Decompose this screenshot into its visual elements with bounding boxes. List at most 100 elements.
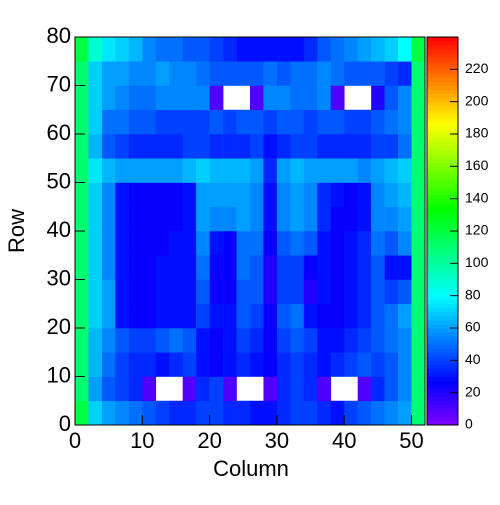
cell: [115, 328, 130, 353]
cell: [303, 158, 318, 183]
cell: [75, 158, 89, 183]
cell: [303, 109, 318, 135]
colorbar-step: [427, 57, 458, 62]
colorbar-step: [427, 384, 458, 390]
cell: [75, 279, 89, 305]
z-tick-label: 200: [465, 92, 489, 108]
cell: [384, 85, 399, 111]
cell: [155, 158, 170, 183]
cell: [276, 376, 291, 402]
cell: [182, 231, 197, 256]
cell: [290, 158, 305, 183]
cell: [276, 255, 291, 280]
colorbar-step: [427, 138, 458, 143]
cell: [101, 158, 116, 183]
colorbar-step: [427, 311, 458, 317]
colorbar-step: [427, 287, 458, 293]
colorbar-step: [427, 150, 458, 155]
cell: [303, 85, 318, 111]
colorbar-step: [427, 344, 458, 349]
cell: [182, 376, 197, 402]
cell: [303, 61, 318, 86]
z-tick-label: 20: [465, 383, 481, 399]
cell: [371, 61, 385, 86]
cell: [182, 206, 197, 232]
cell: [344, 134, 358, 159]
cell: [250, 400, 264, 426]
cell: [290, 255, 305, 280]
cell: [169, 85, 183, 111]
x-axis-label: Column: [213, 456, 289, 481]
cell: [411, 255, 426, 280]
cell: [290, 134, 305, 159]
cell: [115, 37, 130, 62]
cell: [317, 109, 332, 135]
cell: [75, 255, 89, 280]
cell: [344, 206, 358, 232]
colorbar-step: [427, 307, 458, 313]
y-tick-label: 50: [47, 168, 71, 193]
colorbar-step: [427, 222, 458, 228]
cell: [330, 255, 345, 280]
cell: [290, 231, 305, 256]
cell: [263, 182, 278, 208]
colorbar-step: [427, 352, 458, 357]
colorbar-step: [427, 214, 458, 220]
colorbar-step: [427, 243, 458, 248]
cell: [344, 328, 358, 353]
cell: [330, 206, 345, 232]
cell: [411, 134, 426, 159]
cell: [209, 37, 224, 62]
cell: [169, 182, 183, 208]
cell: [115, 134, 130, 159]
colorbar-step: [427, 166, 458, 171]
cell: [276, 134, 291, 159]
cell: [263, 400, 278, 426]
cell: [155, 400, 170, 426]
cell: [384, 303, 399, 329]
cell: [142, 352, 157, 377]
cell: [290, 85, 305, 111]
cell: [209, 61, 224, 86]
cell: [196, 303, 210, 329]
cell: [155, 255, 170, 280]
cell: [290, 328, 305, 353]
cell: [142, 61, 157, 86]
cell: [88, 37, 103, 62]
cell: [128, 279, 143, 305]
cell: [357, 376, 372, 402]
colorbar-step: [427, 142, 458, 147]
cell: [88, 303, 103, 329]
cell: [398, 376, 412, 402]
colorbar-step: [427, 81, 458, 86]
cell: [223, 328, 237, 353]
cell: [303, 255, 318, 280]
cell: [223, 158, 237, 183]
cell: [384, 182, 399, 208]
cell: [250, 37, 264, 62]
colorbar-step: [427, 364, 458, 369]
cell: [357, 109, 372, 135]
cell: [75, 61, 89, 86]
cell: [371, 37, 385, 62]
cell: [263, 279, 278, 305]
cell: [128, 231, 143, 256]
y-tick-label: 20: [47, 314, 71, 339]
cell: [182, 134, 197, 159]
cell: [357, 134, 372, 159]
cell: [75, 109, 89, 135]
cell: [411, 158, 426, 183]
x-tick-label: 10: [130, 428, 154, 453]
colorbar-step: [427, 37, 458, 42]
cell: [398, 328, 412, 353]
cell: [263, 109, 278, 135]
cell: [384, 279, 399, 305]
cell: [344, 303, 358, 329]
cell: [155, 303, 170, 329]
cell: [128, 352, 143, 377]
cell: [357, 279, 372, 305]
cell: [209, 109, 224, 135]
colorbar-step: [427, 210, 458, 216]
colorbar-step: [427, 340, 458, 345]
